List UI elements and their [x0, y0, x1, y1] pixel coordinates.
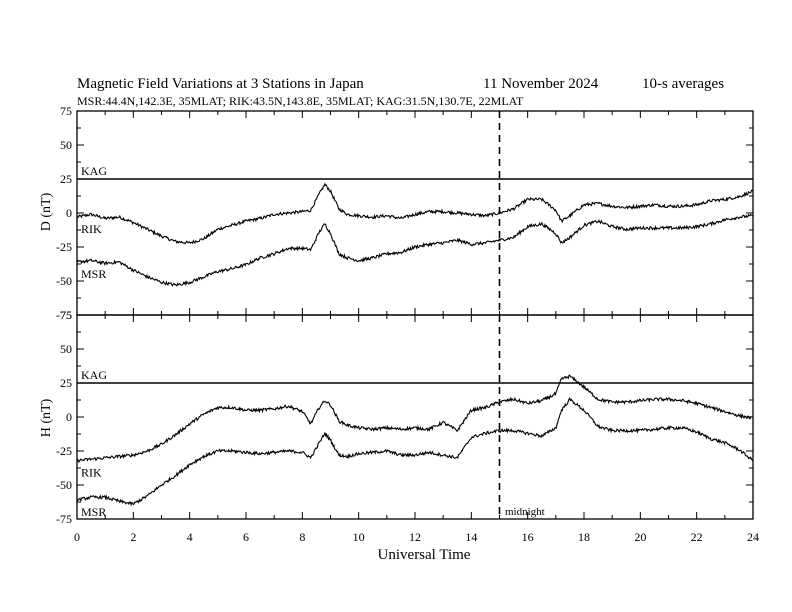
x-tick-label: 4	[187, 530, 193, 544]
x-tick-label: 10	[353, 530, 365, 544]
kag-label-d: KAG	[81, 164, 107, 178]
x-tick-label: 14	[465, 530, 477, 544]
y-tick-label-h: 25	[60, 376, 72, 390]
y-axis-label-d: D (nT)	[39, 192, 54, 231]
x-tick-label: 2	[130, 530, 136, 544]
series-line-rik-h	[76, 374, 754, 463]
y-tick-label-h: 75	[60, 308, 72, 322]
kag-label-h: KAG	[81, 368, 107, 382]
chart-date: 11 November 2024	[483, 76, 599, 92]
y-axis-label-h: H (nT)	[39, 398, 54, 437]
series-label-rik-h: RIK	[81, 466, 102, 480]
x-tick-label: 20	[634, 530, 646, 544]
series-label-rik-d: RIK	[81, 222, 102, 236]
series-label-msr-d: MSR	[81, 267, 106, 281]
y-tick-label-d: 0	[66, 206, 72, 220]
y-tick-label-h: 0	[66, 410, 72, 424]
y-tick-label-d: -50	[56, 274, 72, 288]
series-line-rik-d	[76, 182, 754, 245]
x-tick-label: 8	[299, 530, 305, 544]
y-tick-label-h: 50	[60, 342, 72, 356]
y-tick-label-h: -25	[56, 444, 72, 458]
series-label-msr-h: MSR	[81, 505, 106, 519]
series-line-msr-d	[76, 213, 754, 287]
y-tick-label-d: -25	[56, 240, 72, 254]
x-tick-label: 16	[522, 530, 534, 544]
x-tick-label: 22	[691, 530, 703, 544]
y-tick-label-d: 75	[60, 104, 72, 118]
station-subtitle: MSR:44.4N,142.3E, 35MLAT; RIK:43.5N,143.…	[77, 94, 524, 108]
series-line-msr-h	[76, 396, 754, 507]
x-tick-label: 12	[409, 530, 421, 544]
y-tick-label-d: 25	[60, 172, 72, 186]
y-tick-label-h: -75	[56, 512, 72, 526]
y-tick-label-h: -50	[56, 478, 72, 492]
y-tick-label-d: -75	[56, 308, 72, 322]
x-tick-label: 18	[578, 530, 590, 544]
midnight-label: midnight	[505, 506, 545, 518]
panel-frame-h	[76, 314, 754, 520]
x-tick-label: 0	[74, 530, 80, 544]
x-tick-label: 24	[747, 530, 759, 544]
chart-title: Magnetic Field Variations at 3 Stations …	[77, 76, 364, 92]
averaging-note: 10-s averages	[642, 76, 724, 92]
x-axis-label: Universal Time	[378, 547, 471, 563]
y-tick-label-d: 50	[60, 138, 72, 152]
x-tick-label: 6	[243, 530, 249, 544]
